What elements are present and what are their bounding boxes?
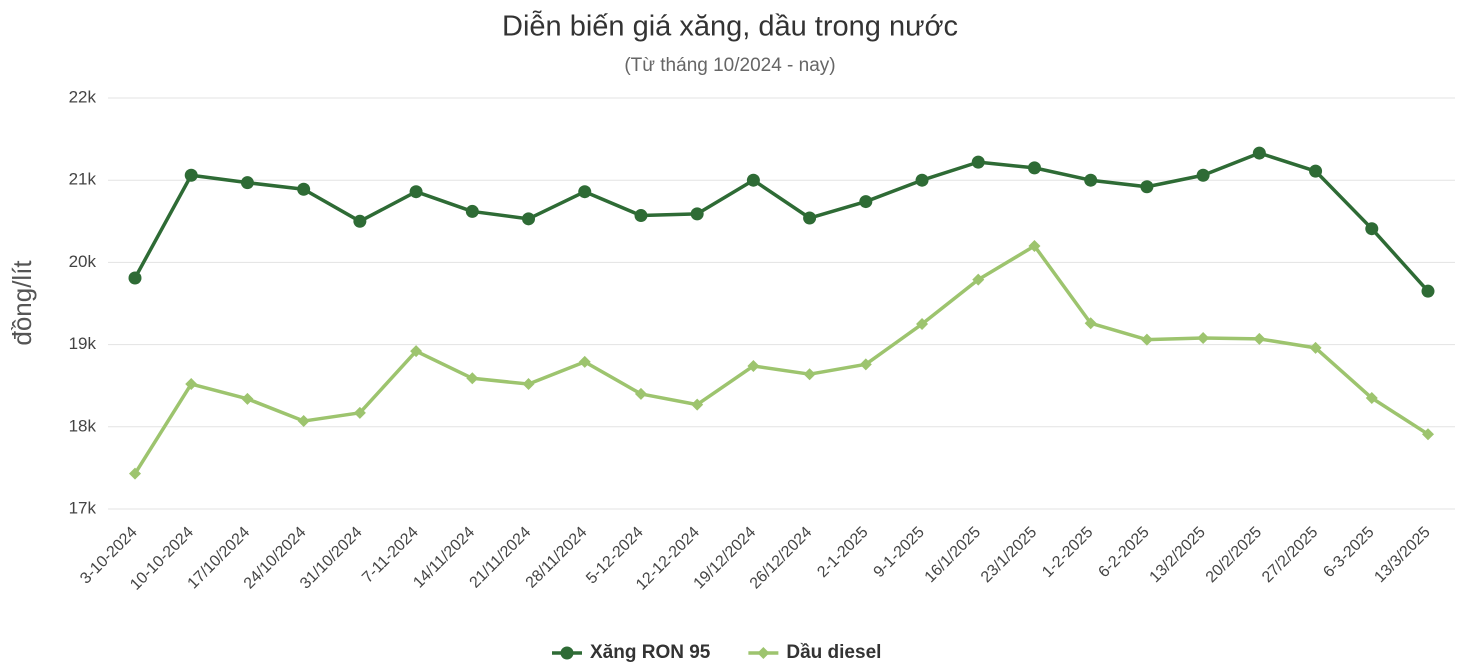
data-point <box>803 368 816 381</box>
data-point <box>1309 341 1322 354</box>
data-point <box>1027 161 1041 175</box>
data-point <box>1140 333 1153 346</box>
data-point <box>916 318 929 331</box>
data-point <box>184 168 198 182</box>
data-point <box>1253 332 1266 345</box>
data-point <box>972 273 985 286</box>
data-point <box>465 204 479 218</box>
y-tick-label: 22k <box>69 87 97 106</box>
data-point <box>129 467 141 480</box>
data-point <box>971 155 985 169</box>
x-tick-label: 13/3/2025 <box>1371 524 1433 586</box>
data-point <box>353 406 366 419</box>
x-tick-label: 2-1-2025 <box>814 524 871 581</box>
data-point <box>1084 173 1098 187</box>
x-tick-label: 6-2-2025 <box>1095 524 1152 581</box>
data-point <box>803 211 817 225</box>
data-point <box>746 173 760 187</box>
data-point <box>1309 164 1323 178</box>
data-point <box>915 173 929 187</box>
y-tick-label: 19k <box>69 334 97 353</box>
data-point <box>634 209 648 223</box>
data-point <box>353 214 367 228</box>
y-tick-label: 21k <box>69 170 97 189</box>
data-point <box>859 358 872 371</box>
y-axis-label: đồng/lít <box>7 260 37 346</box>
chart-title: Diễn biến giá xăng, dầu trong nước <box>502 10 958 43</box>
x-tick-label: 23/1/2025 <box>978 524 1040 586</box>
legend: Xăng RON 95 Dầu diesel <box>552 642 881 663</box>
data-point <box>1028 239 1041 252</box>
data-point <box>1421 284 1435 298</box>
x-tick-label: 1-2-2025 <box>1039 524 1096 581</box>
legend-marker <box>560 646 574 660</box>
data-point <box>410 345 423 358</box>
data-point <box>466 372 479 385</box>
data-point <box>241 392 254 405</box>
data-point <box>240 176 254 190</box>
x-tick-label: 28/11/2024 <box>523 524 591 592</box>
legend-label: Xăng RON 95 <box>590 642 711 663</box>
y-tick-label: 18k <box>69 416 97 435</box>
data-point <box>1422 428 1434 441</box>
data-point <box>297 415 310 428</box>
x-tick-label: 16/1/2025 <box>922 524 984 586</box>
legend-marker <box>757 647 770 659</box>
data-point <box>578 355 591 368</box>
y-tick-label: 17k <box>69 498 97 517</box>
data-point <box>1365 222 1379 236</box>
x-tick-label: 20/2/2025 <box>1203 524 1265 586</box>
data-point <box>578 185 592 199</box>
series-line <box>133 244 1429 475</box>
x-tick-label: 27/2/2025 <box>1259 524 1321 586</box>
data-point <box>1140 180 1154 194</box>
data-point <box>1084 317 1097 330</box>
series-line <box>133 151 1430 293</box>
data-point <box>1197 332 1210 345</box>
chart-subtitle: (Từ tháng 10/2024 - nay) <box>624 55 835 76</box>
data-point <box>690 207 704 221</box>
data-point <box>409 185 423 199</box>
data-point <box>691 398 704 411</box>
data-point <box>128 271 142 285</box>
data-point <box>747 359 760 372</box>
x-tick-label: 13/2/2025 <box>1147 524 1209 586</box>
data-point <box>1365 392 1378 405</box>
data-point <box>634 387 647 400</box>
data-point <box>522 212 536 226</box>
x-tick-label: 6-3-2025 <box>1320 524 1377 581</box>
data-point <box>1196 168 1210 182</box>
data-point <box>1252 146 1266 160</box>
data-point <box>185 378 198 391</box>
data-point <box>297 182 311 196</box>
legend-label: Dầu diesel <box>786 642 881 663</box>
data-point <box>859 195 873 209</box>
x-tick-label: 9-1-2025 <box>871 524 928 581</box>
data-point <box>522 378 535 391</box>
y-tick-label: 20k <box>69 252 97 271</box>
